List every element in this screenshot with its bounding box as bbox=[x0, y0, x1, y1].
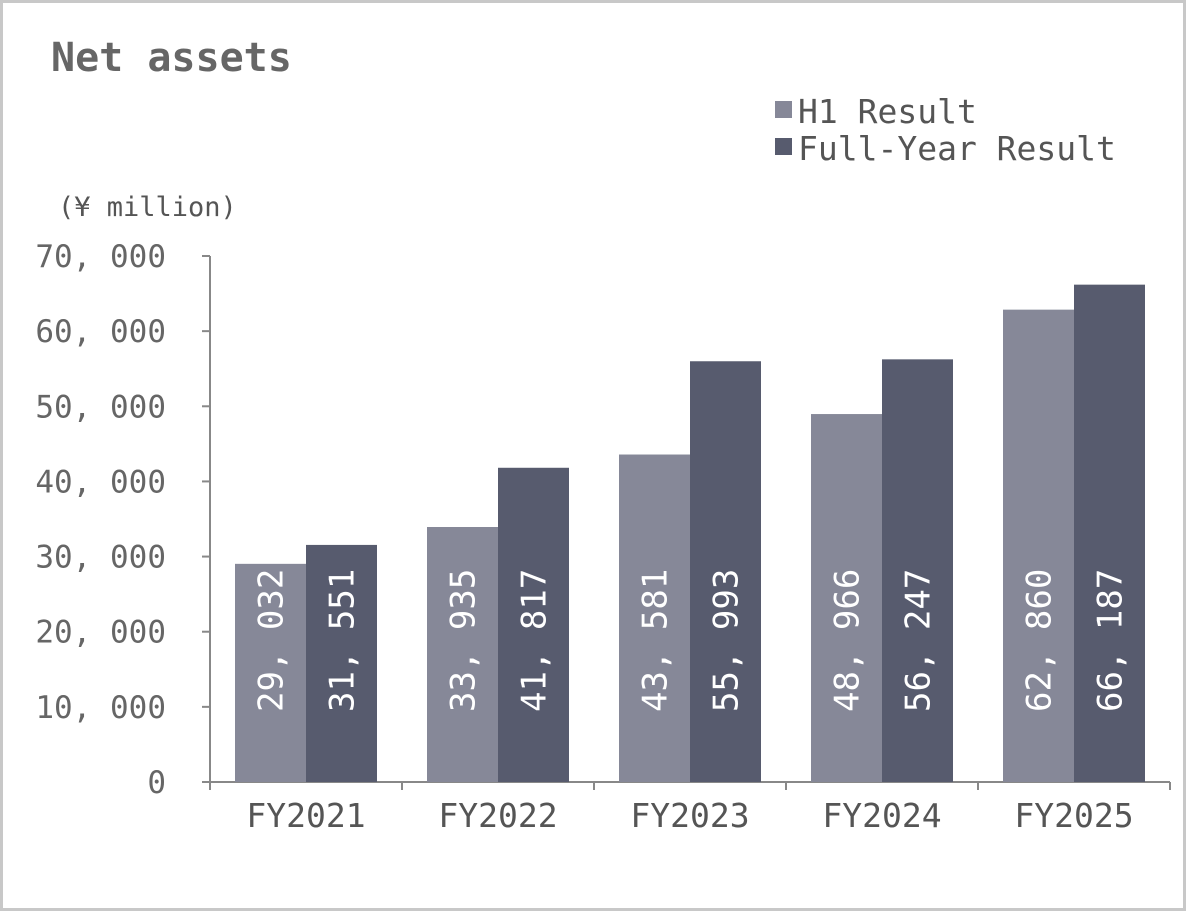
bar-h1 bbox=[235, 563, 306, 782]
x-axis: FY2021 FY2022 FY2023 FY2024 FY2025 bbox=[209, 781, 1171, 835]
y-tick-label: 20, 000 bbox=[35, 615, 166, 651]
x-tick-label: FY2025 bbox=[1014, 796, 1133, 835]
y-tick-label: 40, 000 bbox=[35, 464, 166, 500]
x-tick-label: FY2021 bbox=[246, 796, 365, 835]
legend-label-h1: H1 Result bbox=[798, 92, 977, 131]
data-label-h1: 62, 860 bbox=[1020, 569, 1060, 712]
bars bbox=[235, 284, 1145, 782]
bar-full-year bbox=[498, 467, 569, 782]
legend-label-full-year: Full-Year Result bbox=[798, 129, 1116, 168]
data-label-full-year: 56, 247 bbox=[899, 569, 939, 712]
data-label-full-year: 66, 187 bbox=[1091, 569, 1131, 712]
y-tick-label: 0 bbox=[147, 765, 166, 801]
bar-full-year bbox=[306, 544, 377, 782]
legend: H1 Result Full-Year Result bbox=[775, 92, 1116, 168]
bar-labels: 29, 032 31, 551 33, 935 41, 817 43, 581 55, 9… bbox=[252, 569, 1131, 712]
x-tick-label: FY2023 bbox=[630, 796, 749, 835]
bar-h1 bbox=[619, 454, 690, 782]
net-assets-chart: Net assets H1 Result Full-Year Result (¥… bbox=[35, 35, 1171, 835]
x-tick-label: FY2024 bbox=[822, 796, 941, 835]
y-tick-label: 10, 000 bbox=[35, 690, 166, 726]
data-label-full-year: 55, 993 bbox=[707, 569, 747, 712]
y-tick-label: 30, 000 bbox=[35, 540, 166, 576]
legend-swatch-h1 bbox=[775, 101, 792, 118]
data-label-h1: 29, 032 bbox=[252, 569, 292, 712]
data-label-h1: 48, 966 bbox=[828, 569, 868, 712]
data-label-h1: 33, 935 bbox=[444, 569, 484, 712]
x-tick-label: FY2022 bbox=[438, 796, 557, 835]
chart-title: Net assets bbox=[51, 35, 292, 81]
y-tick-label: 70, 000 bbox=[35, 239, 166, 275]
y-axis: 0 10, 000 20, 000 30, 000 40, 000 50, 000 60, … bbox=[35, 239, 211, 801]
y-axis-unit-label: (¥ million) bbox=[58, 192, 237, 223]
bar-full-year bbox=[1074, 284, 1145, 782]
bar-h1 bbox=[1003, 309, 1074, 782]
bar-full-year bbox=[882, 359, 953, 782]
legend-swatch-full-year bbox=[775, 138, 792, 155]
bar-full-year bbox=[690, 361, 761, 782]
y-tick-label: 50, 000 bbox=[35, 389, 166, 425]
bar-h1 bbox=[427, 527, 498, 782]
bar-h1 bbox=[811, 414, 882, 782]
data-label-full-year: 41, 817 bbox=[515, 569, 555, 712]
y-tick-label: 60, 000 bbox=[35, 314, 166, 350]
data-label-full-year: 31, 551 bbox=[323, 569, 363, 712]
data-label-h1: 43, 581 bbox=[636, 569, 676, 712]
